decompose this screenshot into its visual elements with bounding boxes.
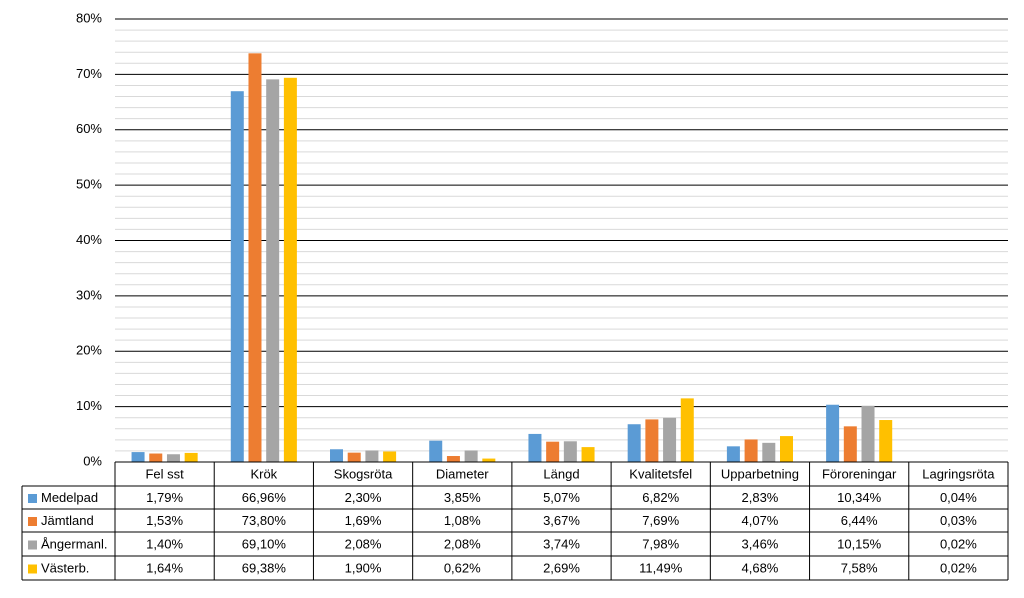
x-tick-label: Upparbetning [721,466,799,481]
bar [879,420,893,462]
bar [266,79,280,462]
data-label: 1,69% [345,513,382,528]
x-tick-label: Lagringsröta [922,466,995,481]
bar [680,398,694,462]
bar [131,452,145,462]
bar [762,442,776,462]
legend-swatch [28,517,37,526]
bar [365,450,379,462]
bar [248,53,262,463]
y-tick-label: 50% [76,177,102,192]
y-tick-label: 10% [76,398,102,413]
y-tick-label: 80% [76,10,102,25]
data-label: 66,96% [242,490,287,505]
x-tick-label: Föroreningar [822,466,897,481]
bar [528,433,542,462]
y-tick-label: 0% [83,453,102,468]
bar [861,405,875,462]
bar [843,426,857,462]
bar [283,77,297,462]
data-label: 0,02% [940,536,977,551]
x-tick-label: Kvalitetsfel [629,466,692,481]
data-label: 4,68% [742,560,779,575]
bar [546,441,560,462]
bar [464,450,478,462]
y-tick-label: 30% [76,287,102,302]
bar [383,451,397,462]
data-label: 2,69% [543,560,580,575]
data-label: 73,80% [242,513,287,528]
data-label: 1,79% [146,490,183,505]
data-label: 69,10% [242,536,287,551]
bar [446,456,460,462]
legend-label: Jämtland [41,513,94,528]
bar [645,419,659,462]
data-label: 7,98% [642,536,679,551]
data-label: 0,03% [940,513,977,528]
bar [744,439,758,462]
bar [149,453,163,462]
data-label: 0,62% [444,560,481,575]
data-label: 2,08% [345,536,382,551]
data-label: 2,08% [444,536,481,551]
bar [563,441,577,462]
y-tick-label: 70% [76,66,102,81]
bar [230,91,244,463]
legend-label: Västerb. [41,560,89,575]
bar [581,447,595,462]
bar [663,417,677,462]
data-label: 1,90% [345,560,382,575]
bar [330,449,344,462]
data-label: 1,53% [146,513,183,528]
bar [482,458,496,462]
x-tick-label: Krök [250,466,277,481]
data-label: 3,46% [742,536,779,551]
data-label: 69,38% [242,560,287,575]
data-label: 0,04% [940,490,977,505]
data-label: 4,07% [742,513,779,528]
data-label: 10,15% [837,536,882,551]
data-label: 1,08% [444,513,481,528]
y-tick-label: 40% [76,232,102,247]
bar [726,446,740,462]
data-label: 3,85% [444,490,481,505]
data-label: 2,83% [742,490,779,505]
bar [826,404,840,462]
data-label: 1,40% [146,536,183,551]
x-tick-label: Skogsröta [334,466,393,481]
data-label: 3,74% [543,536,580,551]
bar [166,454,180,462]
y-tick-label: 20% [76,343,102,358]
data-label: 2,30% [345,490,382,505]
y-tick-label: 60% [76,121,102,136]
data-label: 5,07% [543,490,580,505]
x-tick-label: Längd [543,466,579,481]
data-label: 1,64% [146,560,183,575]
data-label: 6,82% [642,490,679,505]
bar [627,424,641,462]
data-label: 11,49% [639,560,683,575]
legend-swatch [28,564,37,574]
x-tick-label: Fel sst [145,466,184,481]
legend-label: Medelpad [41,490,98,505]
bar [429,440,443,462]
data-label: 10,34% [837,490,882,505]
legend-swatch [28,540,37,550]
data-label: 7,58% [841,560,878,575]
data-label: 6,44% [841,513,878,528]
data-label: 3,67% [543,513,580,528]
data-label: 7,69% [642,513,679,528]
bar [184,452,198,462]
bar [347,452,361,462]
bar [779,436,793,462]
x-tick-label: Diameter [436,466,489,481]
data-label: 0,02% [940,560,977,575]
legend-swatch [28,494,37,503]
legend-label: Ångermanl. [41,536,107,551]
